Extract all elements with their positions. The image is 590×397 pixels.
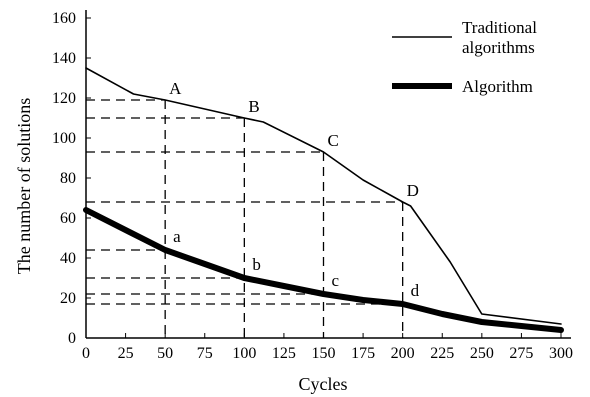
y-tick-label: 100 [52,130,76,147]
x-tick-label: 75 [197,345,213,362]
x-tick-label: 300 [549,345,573,362]
point-label-d: d [411,281,420,300]
series-line-traditional-algorithms [85,67,562,325]
point-label-a: a [173,227,181,246]
legend-label-traditional-algorithms: algorithms [462,38,535,57]
x-tick-label: 275 [509,345,533,362]
series-line-algorithm [83,207,564,333]
point-label-A: A [169,79,182,98]
point-annotations: A B C Da b c d [169,79,419,300]
y-tick-label: 60 [60,210,76,227]
y-tick-label: 20 [60,290,76,307]
x-tick-label: 100 [232,345,256,362]
point-label-D: D [407,181,419,200]
point-label-C: C [328,131,339,150]
axes [85,10,571,339]
y-tick-label: 160 [52,10,76,27]
y-tick-label: 80 [60,170,76,187]
x-tick-label: 250 [470,345,494,362]
point-label-B: B [248,97,259,116]
data-series [83,67,564,333]
x-tick-label: 25 [118,345,134,362]
x-tick-label: 50 [157,345,173,362]
x-tick-label: 175 [351,345,375,362]
x-axis-label: Cycles [299,374,348,394]
legend-label-algorithm: Algorithm [462,77,533,96]
axis-ticks: 0 25 50 75 100 125 150 175 200 225 250 275 300 0 20 40 6… [52,10,573,362]
y-tick-label: 140 [52,50,76,67]
x-tick-label: 150 [312,345,336,362]
legend-label-traditional-algorithms: Traditional [462,18,537,37]
x-tick-label: 0 [82,345,90,362]
x-tick-label: 200 [391,345,415,362]
point-label-c: c [332,271,340,290]
dashed-guide-lines [86,99,404,338]
x-tick-label: 125 [272,345,296,362]
point-label-b: b [252,255,260,274]
y-tick-label: 120 [52,90,76,107]
y-tick-label: 0 [68,330,76,347]
x-tick-label: 225 [430,345,454,362]
y-tick-label: 40 [60,250,76,267]
y-axis-label: The number of solutions [14,98,34,274]
